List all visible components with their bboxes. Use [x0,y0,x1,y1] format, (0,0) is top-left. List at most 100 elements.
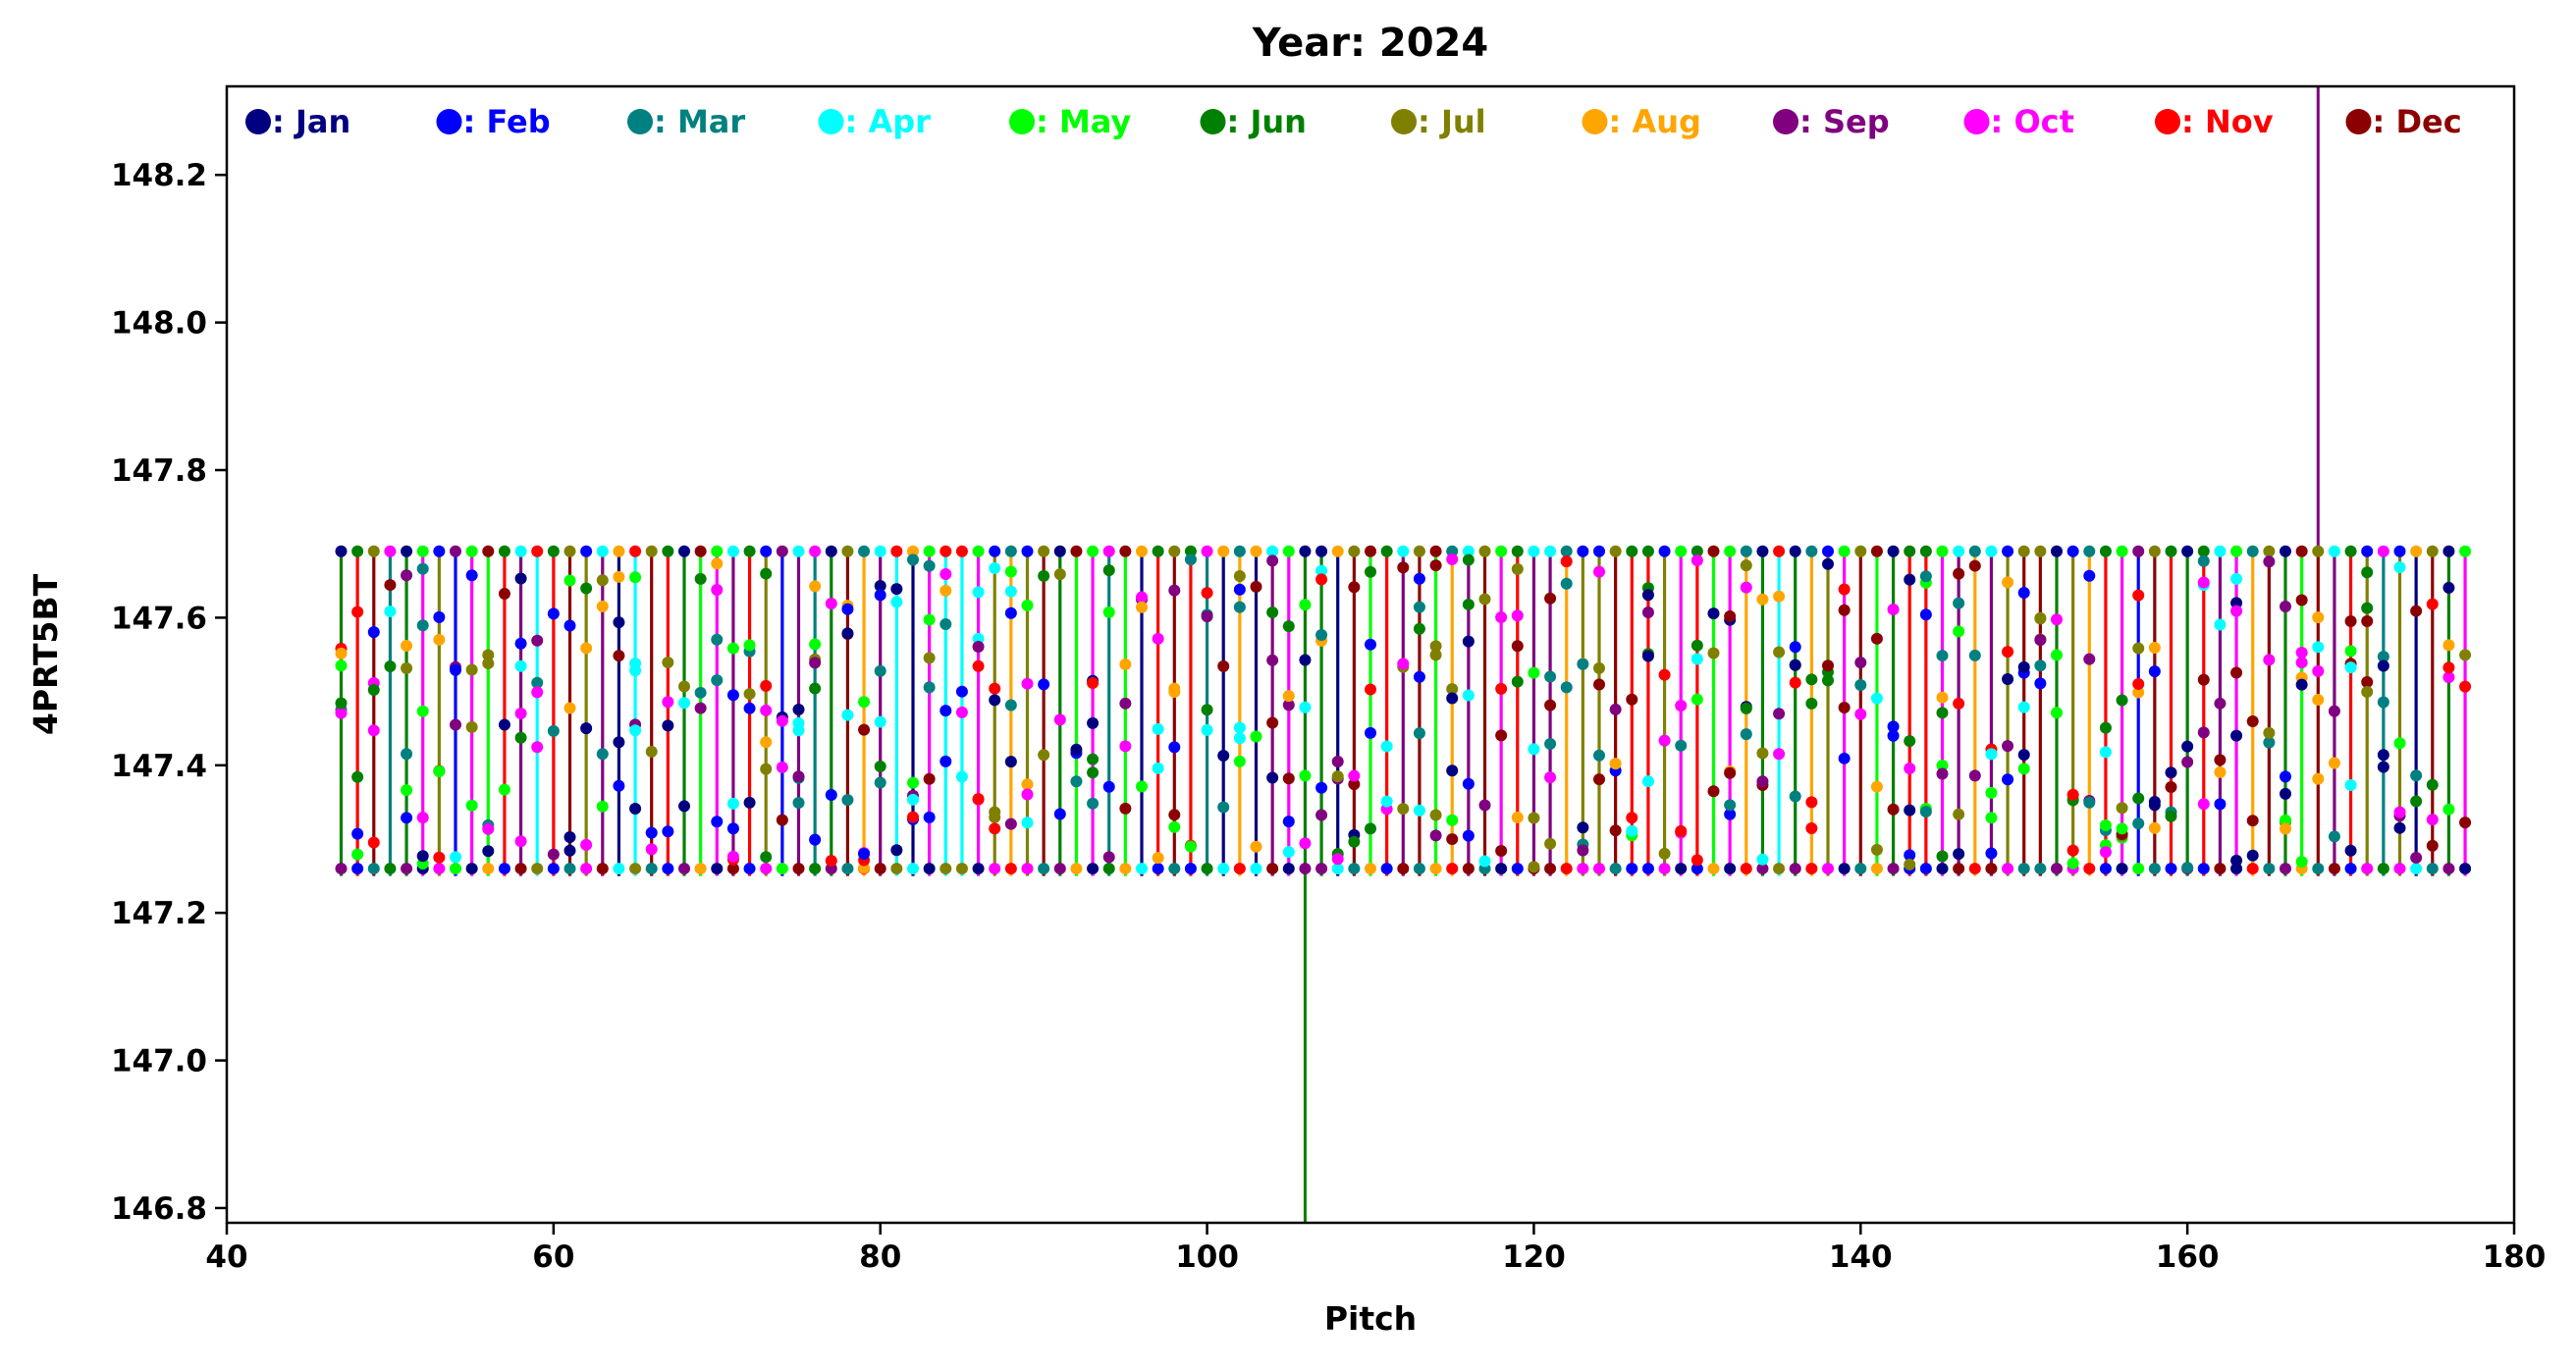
data-point [1299,599,1312,611]
data-point [809,657,822,669]
data-point [1560,681,1573,694]
data-point [1904,858,1916,870]
data-point [841,627,854,640]
data-point [726,850,739,863]
data-point [726,822,739,835]
data-point [401,748,413,761]
data-point [809,638,822,651]
data-point [2344,863,2357,875]
data-point [743,639,756,652]
data-point [923,545,936,557]
data-point [760,679,773,692]
data-point [629,545,642,557]
data-point [1936,707,1949,719]
data-point [1724,863,1737,875]
data-point [1756,593,1769,606]
x-tick-label: 40 [205,1239,247,1275]
data-point [433,610,446,623]
data-point [2214,618,2227,631]
data-point [2197,673,2210,686]
data-point [2148,799,2161,812]
data-point [841,863,854,875]
data-point [792,863,805,875]
data-point [1641,589,1654,602]
data-point [2051,649,2063,661]
data-point [1282,620,1295,633]
legend-label: : May [1036,103,1131,140]
data-point [2312,694,2325,707]
data-point [629,657,642,669]
data-point [907,793,919,806]
data-point [1397,545,1410,557]
data-point [955,685,968,698]
data-point [1789,790,1801,803]
data-point [335,697,348,710]
data-point [1168,741,1181,754]
data-point [2116,694,2128,707]
data-point [1953,545,1965,557]
data-point [1331,863,1344,875]
data-point [1282,772,1295,785]
data-point [662,656,674,668]
data-point [923,613,936,626]
data-point [1740,702,1752,714]
data-point [1021,817,1034,829]
data-point [711,863,724,875]
data-point [711,633,724,646]
data-point [726,863,739,875]
data-point [335,545,348,557]
data-point [2393,863,2406,875]
data-point [1119,802,1132,815]
data-point [1690,653,1703,665]
data-point [482,863,495,875]
data-point [2116,863,2128,875]
data-point [907,553,919,566]
data-point [923,652,936,664]
data-point [2377,545,2389,557]
data-point [1299,701,1312,713]
data-point [1053,808,1066,820]
data-point [2148,863,2161,875]
data-point [1266,606,1279,619]
data-point [1690,545,1703,557]
data-point [596,600,609,612]
data-point [1528,861,1540,873]
data-point [923,772,936,785]
data-point [1315,781,1328,794]
data-point [514,708,527,720]
data-point [1626,824,1638,837]
data-point [1446,692,1459,705]
data-point [2148,821,2161,834]
data-point [2280,600,2291,612]
data-point [1233,863,1246,875]
data-point [1021,599,1034,611]
data-point [2002,773,2014,786]
data-point [743,702,756,714]
data-point [2197,554,2210,567]
data-point [874,715,886,728]
data-point [384,579,397,592]
data-point [2442,581,2455,594]
data-point [1201,863,1213,875]
legend-marker [627,109,653,134]
data-point [1184,863,1197,875]
data-point [2181,756,2194,768]
data-point [2426,863,2439,875]
data-point [1053,545,1066,557]
x-tick-label: 120 [1502,1239,1566,1275]
data-point [1184,840,1197,853]
data-point [580,545,593,557]
data-point [564,831,576,844]
data-point [1805,821,1818,834]
data-point [2459,863,2472,875]
data-point [2132,545,2145,557]
data-point [1119,697,1132,710]
data-point [1021,778,1034,791]
legend-marker [1200,109,1226,134]
data-point [907,545,919,557]
data-point [1675,700,1688,712]
data-point [1136,863,1148,875]
data-point [1217,749,1230,762]
legend-label: : Mar [654,103,745,140]
data-point [1544,670,1557,683]
